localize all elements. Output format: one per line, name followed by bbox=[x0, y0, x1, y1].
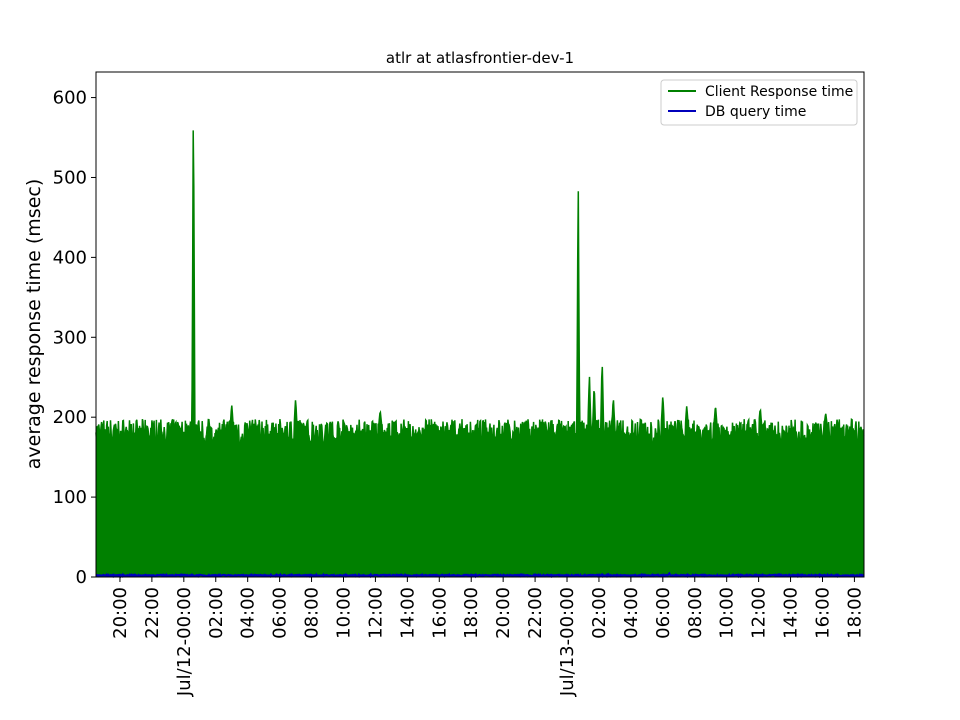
chart-title: atlr at atlasfrontier-dev-1 bbox=[386, 49, 574, 67]
x-tick-label: 06:00 bbox=[653, 587, 674, 639]
x-tick-label: 22:00 bbox=[525, 587, 546, 639]
legend-label-client-response: Client Response time bbox=[705, 84, 853, 100]
x-tick-label: 16:00 bbox=[429, 587, 450, 639]
x-tick-label: 02:00 bbox=[206, 587, 227, 639]
x-tick-label: 02:00 bbox=[589, 587, 610, 639]
x-tick-label: 14:00 bbox=[397, 587, 418, 639]
x-tick-label: 22:00 bbox=[142, 587, 163, 639]
plot-area bbox=[95, 130, 865, 579]
x-tick-label: 08:00 bbox=[302, 587, 323, 639]
legend-label-db-query: DB query time bbox=[705, 104, 806, 120]
x-tick-label: 06:00 bbox=[270, 587, 291, 639]
y-tick-label: 400 bbox=[53, 247, 87, 268]
series-area-client-response bbox=[96, 130, 864, 577]
x-tick-label: 18:00 bbox=[844, 587, 865, 639]
y-tick-label: 300 bbox=[53, 327, 87, 348]
y-axis-label: average response time (msec) bbox=[23, 179, 45, 470]
y-tick-label: 0 bbox=[76, 567, 87, 588]
x-tick-label: 20:00 bbox=[493, 587, 514, 639]
y-tick-label: 600 bbox=[53, 88, 87, 109]
x-tick-label: 04:00 bbox=[621, 587, 642, 639]
y-tick-label: 200 bbox=[53, 407, 87, 428]
x-tick-label: 20:00 bbox=[110, 587, 131, 639]
legend-box bbox=[660, 79, 858, 126]
x-tick-label: 10:00 bbox=[333, 587, 354, 639]
y-tick-label: 100 bbox=[53, 487, 87, 508]
x-tick-label: 08:00 bbox=[685, 587, 706, 639]
y-tick-label: 500 bbox=[53, 167, 87, 188]
x-tick-label: 12:00 bbox=[749, 587, 770, 639]
x-tick-label: 04:00 bbox=[238, 587, 259, 639]
x-tick-label: Jul/12-00:00 bbox=[174, 587, 195, 697]
series-line-client-response bbox=[95, 130, 865, 449]
x-tick-label: 16:00 bbox=[812, 587, 833, 639]
x-axis: 20:00 22:00 Jul/12-00:00 02:00 04:00 06:00 08:… bbox=[110, 577, 865, 697]
x-tick-label: 18:00 bbox=[461, 587, 482, 639]
x-tick-label: 12:00 bbox=[365, 587, 386, 639]
plot-frame bbox=[95, 71, 865, 578]
y-axis: 0 100 200 300 400 500 600 bbox=[53, 88, 96, 588]
x-tick-label: 14:00 bbox=[781, 587, 802, 639]
x-tick-label: Jul/13-00:00 bbox=[557, 587, 578, 697]
x-tick-label: 10:00 bbox=[717, 587, 738, 639]
series-line-db-query bbox=[95, 571, 864, 579]
legend: Client Response time DB query time bbox=[660, 79, 858, 126]
